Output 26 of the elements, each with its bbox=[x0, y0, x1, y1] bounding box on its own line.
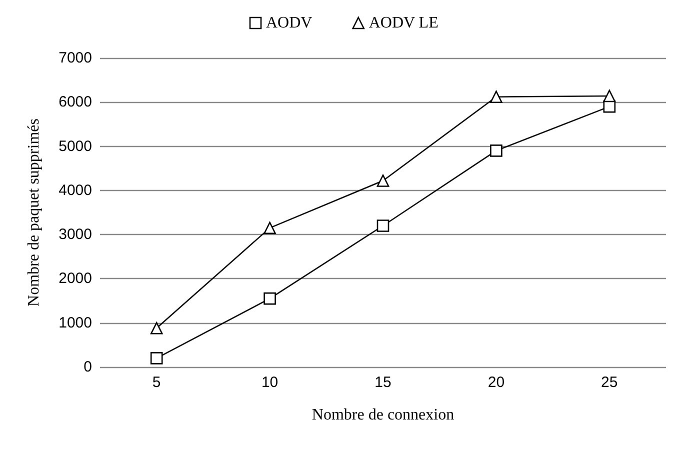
x-tick-label: 15 bbox=[374, 374, 392, 391]
point bbox=[490, 90, 502, 103]
point bbox=[264, 292, 276, 305]
point bbox=[264, 222, 276, 234]
legend-label: AODV LE bbox=[368, 14, 438, 32]
x-tick-label: 20 bbox=[488, 374, 505, 391]
point bbox=[490, 144, 502, 157]
y-tick-label: 3000 bbox=[58, 226, 92, 244]
point bbox=[376, 174, 390, 187]
y-tick-label: 7000 bbox=[58, 50, 92, 66]
y-tick-label: 5000 bbox=[58, 138, 92, 155]
y-axis-title: Nombre de paquet supprimés bbox=[26, 118, 42, 306]
x-tick-label: 10 bbox=[261, 374, 278, 391]
point bbox=[376, 220, 390, 232]
x-tick-label: 5 bbox=[152, 374, 161, 391]
y-tick-label: 6000 bbox=[58, 94, 92, 111]
point bbox=[150, 322, 163, 334]
y-tick-label: 4000 bbox=[58, 182, 92, 199]
y-tick-label: 2000 bbox=[58, 270, 92, 288]
point bbox=[603, 90, 616, 102]
legend-label: AODV bbox=[266, 14, 313, 32]
y-tick-label: 1000 bbox=[58, 314, 92, 332]
x-tick-label: 25 bbox=[601, 374, 618, 391]
point bbox=[150, 352, 163, 364]
y-tick-label: 0 bbox=[84, 358, 92, 376]
x-axis-title: Nombre de connexion bbox=[312, 406, 454, 424]
